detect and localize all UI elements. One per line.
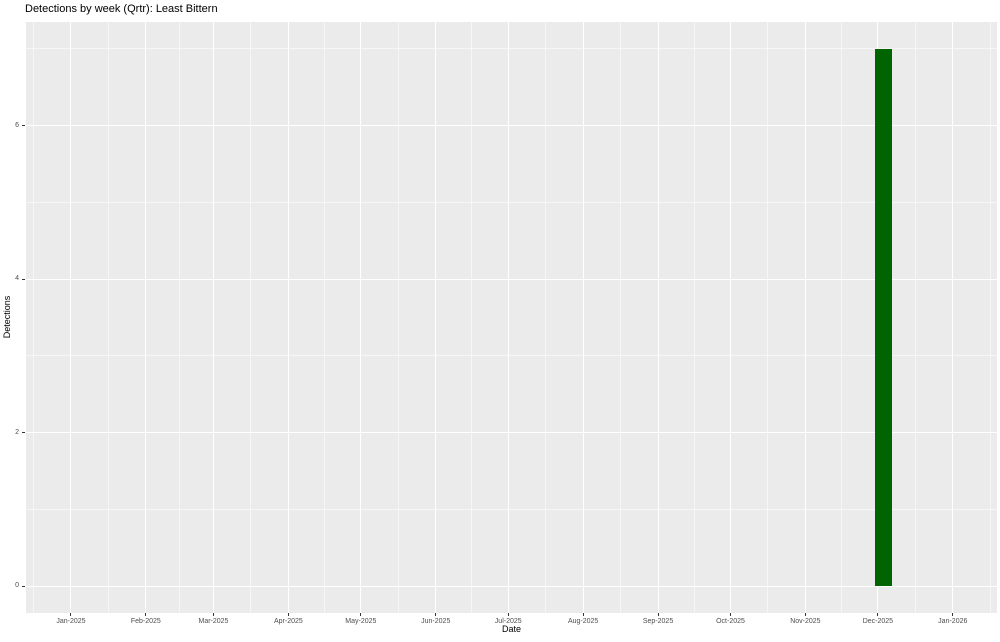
x-tick-mark bbox=[145, 613, 147, 616]
gridline-major-y bbox=[26, 278, 997, 280]
gridline-major-x bbox=[287, 22, 289, 613]
chart-title: Detections by week (Qrtr): Least Bittern bbox=[25, 3, 218, 15]
gridline-major-x bbox=[507, 22, 509, 613]
gridline-major-x bbox=[804, 22, 806, 613]
gridline-major-y bbox=[26, 432, 997, 434]
x-tick-label: Apr-2025 bbox=[273, 618, 303, 625]
gridline-minor-x bbox=[324, 22, 326, 613]
x-tick-label: Jan-2026 bbox=[938, 618, 968, 625]
plot-panel bbox=[26, 22, 997, 613]
y-tick-mark bbox=[22, 432, 25, 434]
x-tick-mark bbox=[804, 613, 806, 616]
x-tick-label: May-2025 bbox=[345, 618, 377, 625]
gridline-minor-x bbox=[767, 22, 769, 613]
gridline-minor-x bbox=[545, 22, 547, 613]
gridline-minor-y bbox=[26, 355, 997, 357]
x-tick-mark bbox=[877, 613, 879, 616]
x-tick-mark bbox=[582, 613, 584, 616]
bar bbox=[875, 48, 893, 587]
x-tick-mark bbox=[287, 613, 289, 616]
gridline-major-y bbox=[26, 125, 997, 127]
gridline-major-x bbox=[145, 22, 147, 613]
gridline-minor-x bbox=[914, 22, 916, 613]
x-tick-label: Feb-2025 bbox=[130, 618, 161, 625]
x-tick-label: Dec-2025 bbox=[862, 618, 894, 625]
gridline-minor-x bbox=[471, 22, 473, 613]
x-tick-mark bbox=[212, 613, 214, 616]
y-tick-label: 2 bbox=[15, 428, 19, 436]
x-tick-mark bbox=[435, 613, 437, 616]
gridline-minor-x bbox=[32, 22, 34, 613]
y-tick-mark bbox=[22, 125, 25, 127]
gridline-minor-y bbox=[26, 48, 997, 50]
gridline-minor-x bbox=[620, 22, 622, 613]
gridline-minor-x bbox=[179, 22, 181, 613]
gridline-major-x bbox=[582, 22, 584, 613]
gridline-major-x bbox=[730, 22, 731, 613]
x-tick-label: Nov-2025 bbox=[790, 618, 821, 625]
x-tick-mark bbox=[952, 613, 954, 616]
x-tick-mark bbox=[730, 613, 731, 616]
x-tick-label: Jun-2025 bbox=[421, 618, 451, 625]
gridline-major-x bbox=[435, 22, 437, 613]
x-tick-label: Mar-2025 bbox=[198, 618, 229, 625]
x-tick-mark bbox=[70, 613, 72, 616]
x-tick-label: Jul-2025 bbox=[494, 618, 522, 625]
y-tick-mark bbox=[22, 585, 25, 587]
gridline-minor-x bbox=[397, 22, 399, 613]
gridline-minor-x bbox=[250, 22, 252, 613]
gridline-minor-y bbox=[26, 508, 997, 510]
x-tick-label: Oct-2025 bbox=[716, 618, 745, 625]
gridline-major-x bbox=[212, 22, 214, 613]
y-tick-label: 0 bbox=[15, 582, 19, 590]
gridline-minor-x bbox=[107, 22, 109, 613]
gridline-major-x bbox=[360, 22, 362, 613]
gridline-major-x bbox=[657, 22, 659, 613]
gridline-major-x bbox=[952, 22, 954, 613]
x-tick-label: Aug-2025 bbox=[567, 618, 599, 625]
y-tick-mark bbox=[22, 278, 25, 280]
gridline-minor-x bbox=[841, 22, 843, 613]
x-tick-mark bbox=[360, 613, 362, 616]
gridline-major-x bbox=[70, 22, 72, 613]
y-axis-title: Detections bbox=[2, 295, 12, 339]
gridline-minor-x bbox=[989, 22, 991, 613]
x-axis-title: Date bbox=[501, 624, 521, 634]
x-tick-label: Jan-2025 bbox=[56, 618, 86, 625]
x-tick-mark bbox=[657, 613, 659, 616]
y-tick-label: 6 bbox=[15, 121, 19, 129]
gridline-major-y bbox=[26, 585, 997, 587]
gridline-minor-x bbox=[693, 22, 695, 613]
x-tick-label: Sep-2025 bbox=[642, 618, 674, 625]
x-tick-mark bbox=[507, 613, 509, 616]
y-tick-label: 4 bbox=[15, 275, 19, 283]
gridline-minor-y bbox=[26, 201, 997, 203]
